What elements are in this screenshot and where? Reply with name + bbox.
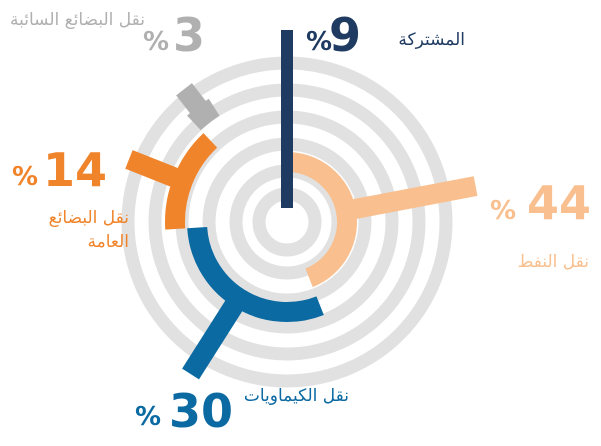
segment-arc <box>286 152 478 288</box>
segment-arc <box>125 133 218 230</box>
category-label: المشتركة <box>398 30 465 50</box>
unit-label: % <box>12 162 39 192</box>
value-label: 9 <box>328 8 361 62</box>
category-label: نقل الكيماويات <box>243 386 349 406</box>
segment-arc <box>182 226 324 380</box>
unit-label: % <box>490 196 517 226</box>
unit-label: % <box>306 27 333 57</box>
category-label: نقل البضائع العامة <box>48 208 129 252</box>
unit-label: % <box>143 27 170 57</box>
category-label: نقل النفط <box>517 252 589 272</box>
value-label: 3 <box>172 8 205 62</box>
unit-label: % <box>135 402 162 432</box>
value-label: 14 <box>42 143 107 197</box>
segment-arc <box>176 83 220 131</box>
category-label: نقل البضائع السائبة <box>10 10 145 30</box>
value-label: 30 <box>168 384 233 438</box>
value-label: 44 <box>526 176 591 230</box>
